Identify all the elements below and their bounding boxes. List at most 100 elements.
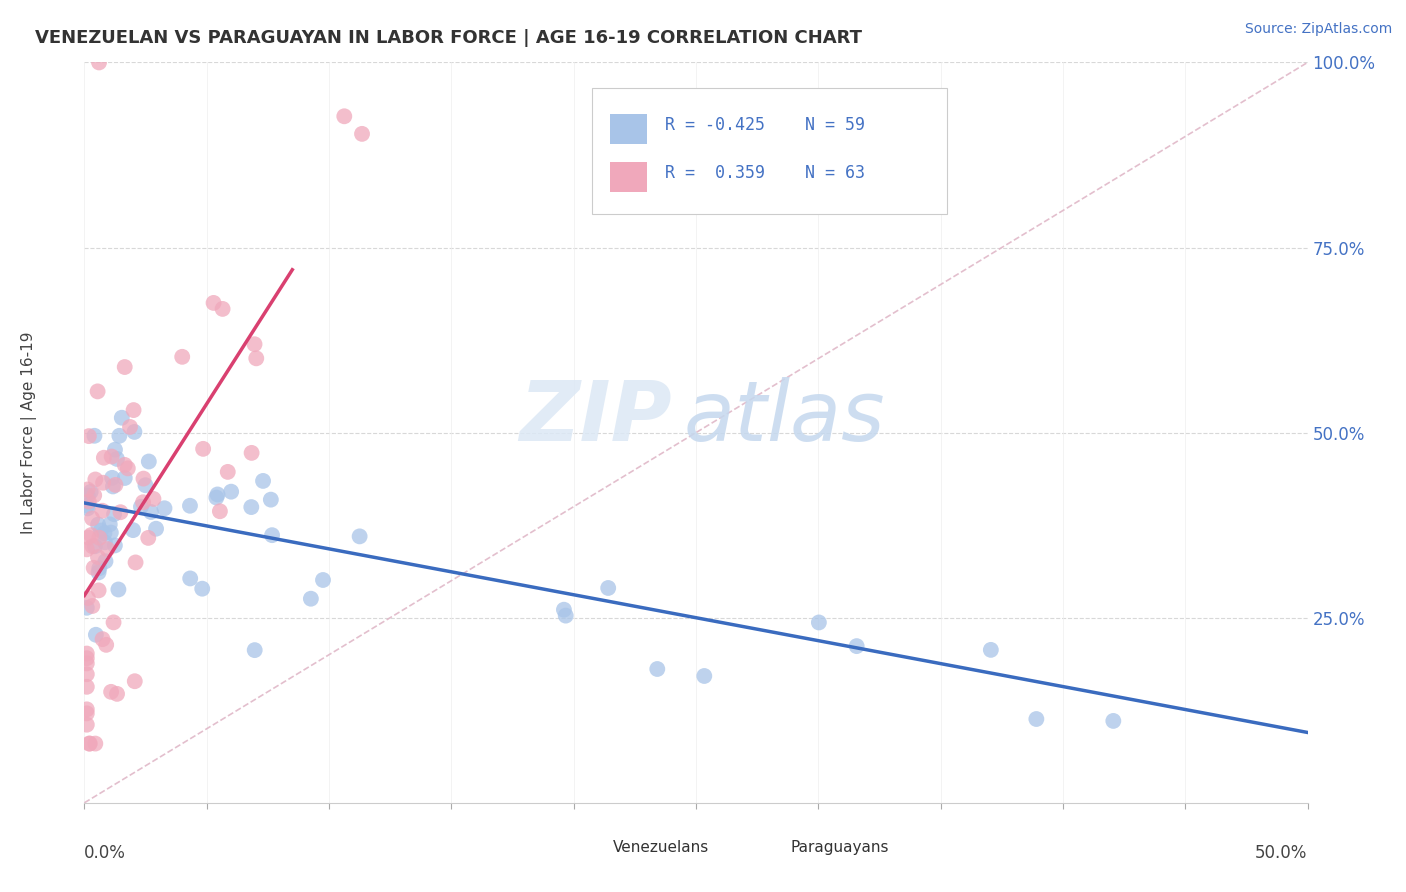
Point [100,450,122,464]
Point [91,504,114,518]
Point [114,458,136,472]
Point [100,685,122,699]
Point [179,499,201,513]
Point [87,566,110,580]
Point [114,471,136,485]
Point [79,737,101,751]
FancyBboxPatch shape [592,88,946,214]
Point [77,429,100,443]
Point [240,446,263,460]
Point [693,669,716,683]
Point [240,500,263,514]
Point [87,55,110,70]
Point [77,591,100,605]
Point [191,442,214,456]
Point [94,554,117,568]
Point [76,717,98,731]
Point [87,550,110,565]
Point [96,542,118,557]
Point [219,484,242,499]
Point [118,420,141,434]
Point [86,384,108,399]
Point [136,531,159,545]
Point [145,522,167,536]
Text: R =  0.359    N = 63: R = 0.359 N = 63 [665,164,865,183]
Point [124,674,146,689]
Point [139,505,162,519]
Point [76,489,98,503]
Point [103,507,125,521]
Point [76,702,98,716]
Point [76,600,98,615]
Point [142,491,165,506]
Point [93,450,115,465]
Point [100,525,122,540]
Point [105,687,128,701]
Point [105,452,128,467]
Point [103,615,125,630]
Point [129,500,152,514]
Text: VENEZUELAN VS PARAGUAYAN IN LABOR FORCE | AGE 16-19 CORRELATION CHART: VENEZUELAN VS PARAGUAYAN IN LABOR FORCE … [35,29,862,47]
Point [89,531,111,545]
Point [96,638,118,652]
Point [82,511,104,525]
Point [90,524,112,538]
Point [76,647,98,661]
Point [77,531,100,545]
Point [350,127,373,141]
Point [554,608,576,623]
Point [93,526,115,541]
Point [132,472,155,486]
Text: atlas: atlas [683,377,886,458]
Point [76,651,98,665]
Point [202,296,225,310]
Point [91,632,114,647]
Point [101,471,124,485]
Bar [610,114,647,144]
Point [98,517,121,532]
Point [110,505,132,519]
Point [107,582,129,597]
Text: Venezuelans: Venezuelans [613,839,709,855]
Point [1102,714,1125,728]
Point [179,571,201,585]
Point [89,561,111,575]
Point [104,478,127,492]
Point [553,603,575,617]
Text: Paraguayans: Paraguayans [790,839,889,855]
Point [333,109,356,123]
Point [76,501,98,516]
Bar [610,162,647,192]
Text: In Labor Force | Age 16-19: In Labor Force | Age 16-19 [21,331,38,534]
Point [134,478,156,492]
Point [598,581,620,595]
Point [76,499,98,513]
Point [83,429,105,443]
Point [76,542,98,557]
Point [211,301,233,316]
Point [252,474,274,488]
Point [262,528,284,542]
Point [84,473,107,487]
Point [108,429,131,443]
Point [845,639,868,653]
Point [76,680,98,694]
Point [84,737,107,751]
Point [84,628,107,642]
Point [243,337,266,351]
Point [153,501,176,516]
Point [122,403,145,417]
Point [207,487,229,501]
Point [299,591,322,606]
Point [114,359,136,374]
Point [76,667,98,681]
Point [77,494,100,508]
Point [243,643,266,657]
Point [980,643,1002,657]
Text: R = -0.425    N = 59: R = -0.425 N = 59 [665,116,865,135]
Point [94,535,117,549]
Point [77,737,100,751]
Bar [751,836,782,858]
Point [87,583,110,598]
Point [205,491,228,505]
